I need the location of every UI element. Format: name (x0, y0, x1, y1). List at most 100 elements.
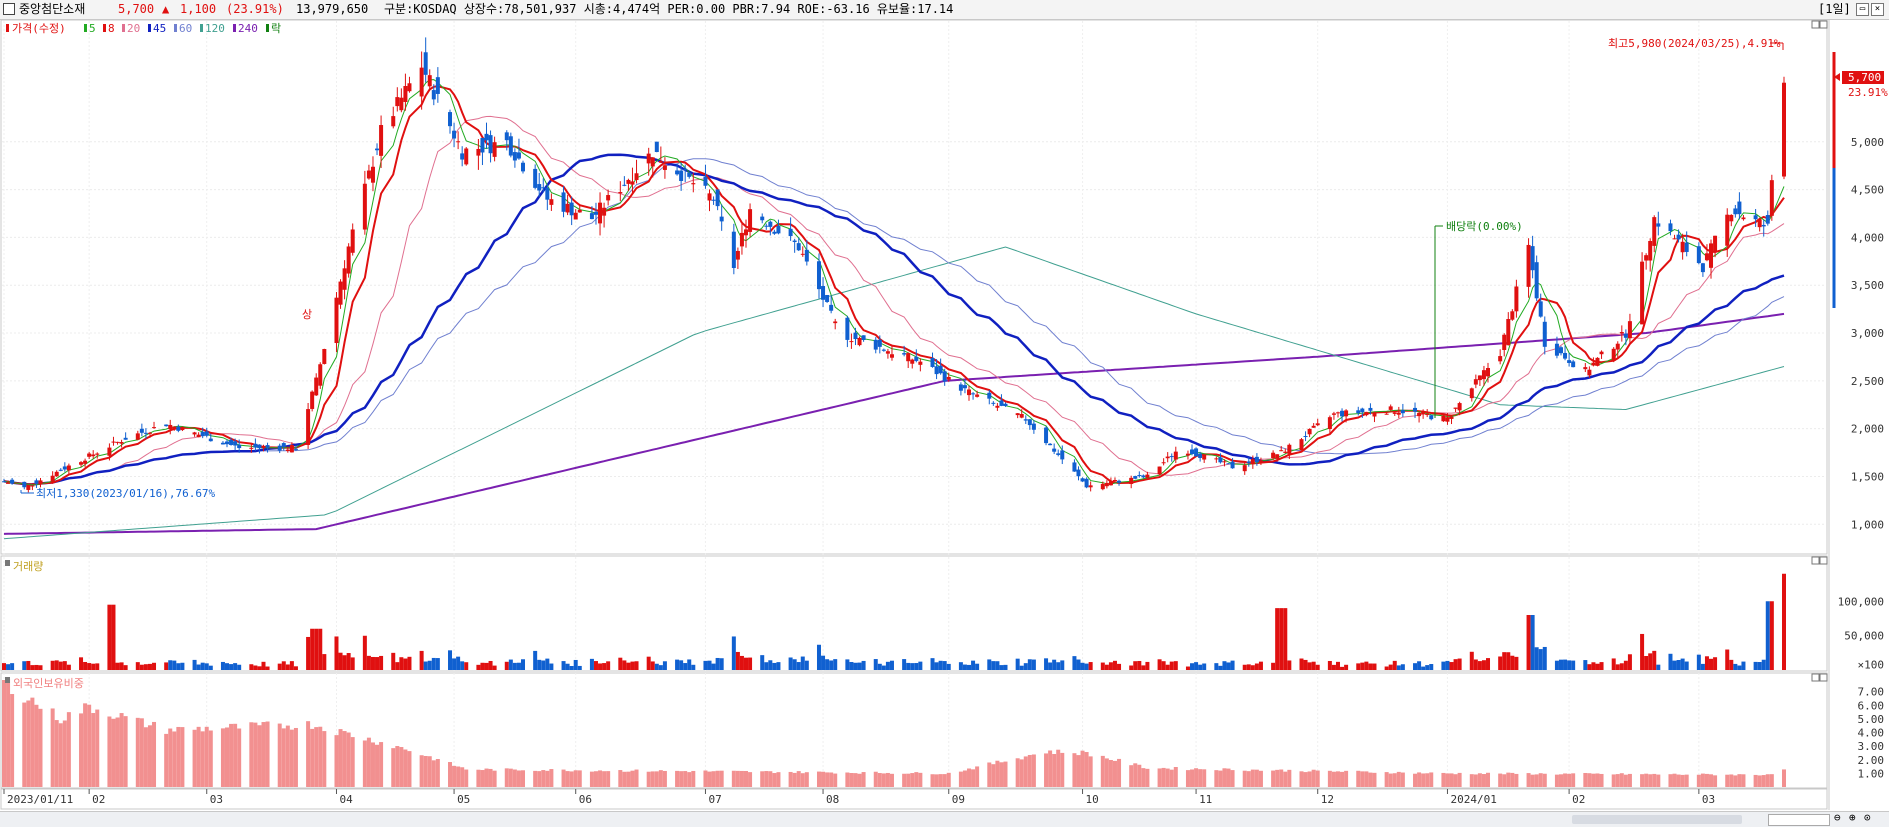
volume-bar (691, 664, 696, 670)
zoom-out-icon[interactable]: ⊖ (1834, 811, 1841, 824)
foreign-ratio-bar (350, 737, 355, 787)
zoom-slider[interactable] (1768, 814, 1830, 826)
candle-body (914, 356, 919, 361)
foreign-ratio-bar (135, 717, 140, 787)
candle-body (342, 268, 347, 290)
candle-body (119, 442, 124, 444)
volume-bar (1530, 615, 1535, 670)
candle-body (293, 448, 298, 450)
foreign-ratio-bar (91, 713, 96, 787)
foreign-ratio-bar (253, 722, 258, 787)
foreign-ratio-bar (1060, 752, 1065, 787)
foreign-ratio-bar (707, 771, 712, 787)
volume-bar (1287, 660, 1292, 670)
current-price: 5,700 (118, 2, 155, 16)
horizontal-scrollbar[interactable]: ⊖ ⊕ ⊙ (0, 811, 1889, 827)
foreign-ratio-bar (1185, 770, 1190, 787)
volume-bar (561, 661, 566, 670)
volume-bar (991, 661, 996, 670)
volume-bar (654, 663, 659, 670)
candle-body (1287, 444, 1292, 454)
foreign-ratio-bar (654, 771, 659, 787)
price-change: 1,100 (180, 2, 217, 16)
candle-body (889, 354, 894, 358)
candle-body (399, 97, 404, 111)
foreign-ratio-bar (877, 773, 882, 787)
candle-body (395, 97, 400, 107)
candle-body (1421, 411, 1426, 415)
candle-body (1015, 413, 1020, 416)
zoom-reset-icon[interactable]: ⊙ (1864, 811, 1871, 824)
volume-bar (310, 628, 315, 670)
volume-bar (1644, 655, 1649, 670)
volume-bar (764, 662, 769, 670)
candle-body (492, 142, 497, 157)
restore-icon[interactable]: ▭ (1856, 3, 1869, 16)
volume-bar (1392, 660, 1397, 670)
volume-bar (419, 650, 424, 670)
volume-bar (1279, 608, 1284, 670)
panel-checkbox[interactable] (3, 3, 15, 15)
candle-body (654, 141, 659, 152)
candle-body (1198, 453, 1203, 458)
volume-bar (845, 659, 850, 670)
candle-body (1157, 466, 1162, 475)
foreign-ratio-bar (1088, 756, 1093, 787)
foreign-ratio-bar (1141, 768, 1146, 787)
volume-bar (379, 655, 384, 670)
x-tick-label: 10 (1086, 793, 1099, 806)
panel-buttons[interactable] (1811, 20, 1828, 682)
up-arrow-icon: ▲ (162, 2, 170, 16)
scroll-thumb[interactable] (1572, 815, 1742, 824)
period-selector[interactable]: [1일] (1818, 2, 1851, 16)
ma5-line (3, 79, 1785, 486)
volume-bar (719, 658, 724, 670)
candle-body (1619, 332, 1624, 334)
candle-body (772, 231, 777, 234)
foreign-ratio-bar (1335, 771, 1340, 787)
foreign-ratio-bar (593, 771, 598, 787)
close-icon[interactable]: × (1871, 3, 1884, 16)
foreign-ratio-bar (1676, 774, 1681, 787)
volume-bar (208, 665, 213, 670)
legend-ma-label: 45 (153, 22, 166, 35)
foreign-ratio-bar (987, 762, 992, 787)
volume-bar (1331, 664, 1336, 670)
volume-bar (1441, 661, 1446, 670)
foreign-ratio-bar (991, 764, 996, 787)
candle-body (1258, 460, 1263, 463)
volume-bar (464, 662, 469, 670)
zoom-in-icon[interactable]: ⊕ (1849, 811, 1856, 824)
pct-tag: 23.91% (1848, 86, 1888, 99)
volume-bar (1542, 646, 1547, 670)
foreign-ratio-bar (2, 680, 6, 787)
foreign-ratio-bar (1619, 773, 1624, 787)
volume-bar (1275, 608, 1280, 670)
volume-bar (431, 657, 436, 670)
foreign-ratio-bar (366, 737, 371, 787)
volume-bar (1696, 654, 1701, 670)
foreign-ratio-bar (66, 712, 71, 787)
foreign-ratio-bar (1623, 774, 1628, 787)
volume-bar (87, 663, 92, 670)
candle-body (200, 431, 205, 437)
candle-body (83, 460, 88, 464)
foreign-ratio-bar (1538, 773, 1543, 787)
foreign-ratio-bar (1076, 755, 1081, 787)
candle-body (1360, 408, 1365, 413)
foreign-ratio-bar (1169, 769, 1174, 787)
volume-bar (143, 664, 148, 670)
volume-bar (34, 664, 39, 670)
foreign-ratio-bar (861, 772, 866, 787)
volume-bar (1165, 664, 1170, 670)
foreign-ratio-bar (1023, 756, 1028, 787)
candle-body (1753, 215, 1758, 220)
legend-swatch (266, 24, 269, 32)
candle-body (460, 153, 465, 160)
foreign-ratio-bar (1563, 773, 1568, 787)
volume-bar (1652, 650, 1657, 670)
legend-swatch (233, 24, 236, 32)
foreign-ratio-bar (289, 729, 294, 787)
foreign-ratio-bar (476, 769, 481, 787)
